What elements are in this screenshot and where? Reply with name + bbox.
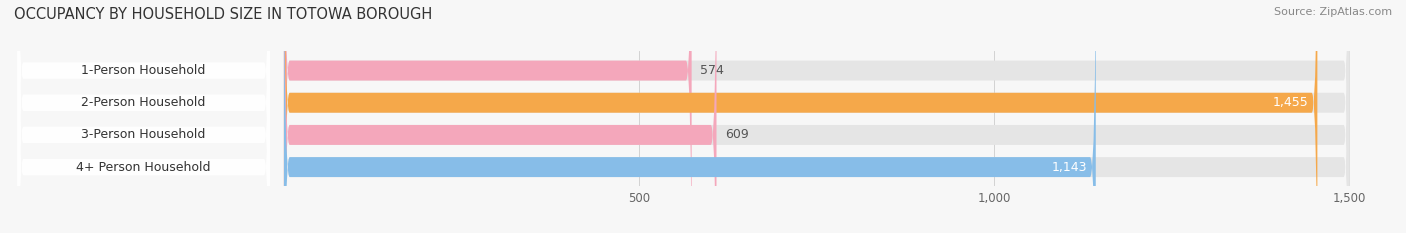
- FancyBboxPatch shape: [284, 0, 1095, 233]
- FancyBboxPatch shape: [284, 0, 717, 233]
- Text: 574: 574: [700, 64, 724, 77]
- FancyBboxPatch shape: [284, 0, 1350, 233]
- Text: Source: ZipAtlas.com: Source: ZipAtlas.com: [1274, 7, 1392, 17]
- Text: 2-Person Household: 2-Person Household: [82, 96, 205, 109]
- FancyBboxPatch shape: [284, 0, 692, 233]
- FancyBboxPatch shape: [18, 0, 270, 233]
- FancyBboxPatch shape: [284, 0, 1350, 233]
- FancyBboxPatch shape: [18, 0, 270, 233]
- FancyBboxPatch shape: [284, 0, 1350, 233]
- FancyBboxPatch shape: [18, 0, 270, 233]
- Text: 1-Person Household: 1-Person Household: [82, 64, 205, 77]
- FancyBboxPatch shape: [18, 0, 270, 233]
- Text: 1,143: 1,143: [1052, 161, 1087, 174]
- Text: OCCUPANCY BY HOUSEHOLD SIZE IN TOTOWA BOROUGH: OCCUPANCY BY HOUSEHOLD SIZE IN TOTOWA BO…: [14, 7, 432, 22]
- Text: 4+ Person Household: 4+ Person Household: [76, 161, 211, 174]
- FancyBboxPatch shape: [284, 0, 1350, 233]
- Text: 3-Person Household: 3-Person Household: [82, 128, 205, 141]
- Text: 609: 609: [725, 128, 749, 141]
- Text: 1,455: 1,455: [1272, 96, 1309, 109]
- FancyBboxPatch shape: [284, 0, 1317, 233]
